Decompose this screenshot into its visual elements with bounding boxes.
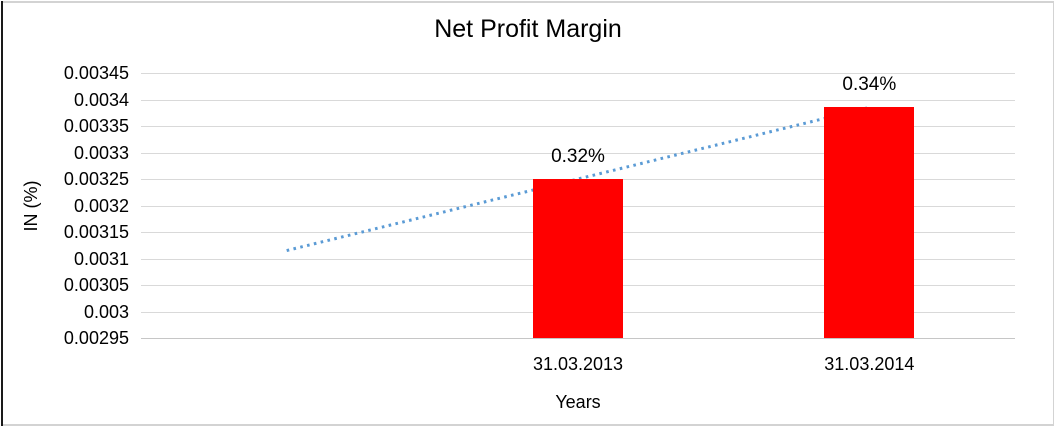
y-tick-label: 0.00325: [63, 169, 129, 189]
y-tick-label: 0.0033: [73, 142, 129, 163]
y-gridline: [141, 73, 1015, 74]
chart-title: Net Profit Margin: [434, 15, 622, 43]
x-axis-title: Years: [555, 392, 601, 412]
x-tick-label: 31.03.2014: [824, 354, 915, 374]
y-tick-label: 0.0032: [73, 195, 129, 216]
y-tick-label: 0.00305: [63, 275, 129, 295]
y-tick-label: 0.0034: [73, 89, 129, 110]
y-gridline: [141, 126, 1015, 127]
bar: [533, 179, 623, 338]
left-border-line: [1, 1, 3, 426]
bar-data-label: 0.32%: [551, 146, 605, 167]
trendline: [286, 105, 870, 253]
bar-data-label: 0.34%: [842, 74, 897, 96]
y-tick-label: 0.00295: [63, 328, 129, 348]
y-gridline: [141, 152, 1015, 154]
y-tick-label: 0.00335: [63, 116, 129, 136]
x-axis-line: [141, 338, 1015, 339]
y-tick-label: 0.0031: [73, 248, 129, 269]
y-tick-label: 0.003: [83, 301, 129, 322]
x-tick-label: 31.03.2013: [532, 354, 624, 374]
y-tick-label: 0.00315: [63, 222, 129, 242]
y-gridline: [141, 99, 1015, 101]
y-tick-label: 0.00345: [63, 63, 129, 83]
bar: [824, 107, 915, 338]
trendline-layer: [286, 105, 870, 253]
